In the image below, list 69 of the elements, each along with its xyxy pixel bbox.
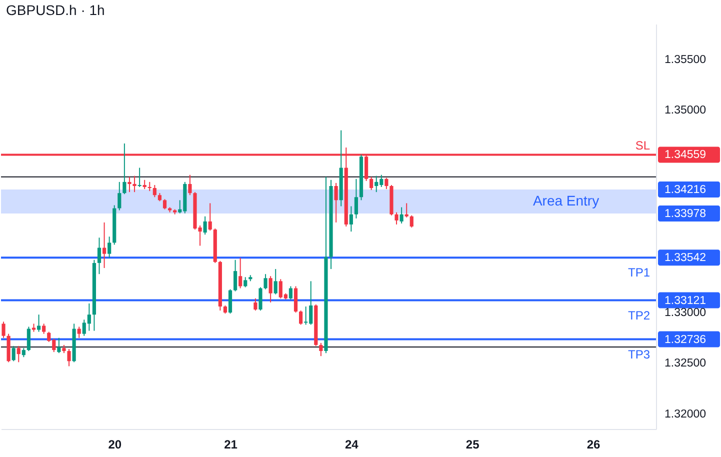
y-tick-label: 1.33978 [664, 208, 706, 220]
candlestick [26, 326, 31, 352]
y-tick-label: 1.32500 [664, 358, 706, 370]
candlestick [16, 345, 20, 363]
candlestick [244, 276, 248, 288]
candlestick [274, 268, 278, 295]
x-tick-label: 20 [108, 438, 122, 452]
candlestick [12, 345, 16, 362]
y-tick-label: 1.34216 [664, 184, 706, 196]
band-label: Area Entry [532, 192, 600, 208]
candlestick [298, 310, 303, 326]
x-tick-label: 26 [586, 438, 601, 452]
y-tick-label: 1.32736 [664, 334, 706, 346]
candlestick [22, 348, 26, 358]
candlestick [334, 182, 338, 223]
candlestick [238, 257, 242, 289]
candlestick [128, 176, 132, 193]
ref-line-label: SL [635, 138, 650, 153]
candlestick [354, 178, 358, 219]
candlestick [384, 177, 388, 190]
candlestick [36, 314, 41, 332]
candlestick [264, 274, 268, 290]
candlestick [132, 175, 136, 193]
ref-line-label: TP2 [628, 308, 650, 322]
candlestick [152, 184, 156, 198]
candlestick [138, 167, 142, 188]
candlestick [122, 142, 126, 195]
x-tick-label: 21 [224, 438, 238, 452]
candlestick [67, 348, 71, 367]
candlestick [57, 337, 61, 354]
candlestick [142, 179, 146, 190]
x-tick-label: 25 [466, 438, 480, 452]
candlestick [162, 198, 167, 210]
candlestick [188, 174, 192, 196]
candlestick [228, 288, 232, 314]
candlestick [268, 276, 272, 303]
candlestick [349, 206, 353, 232]
y-tick-label: 1.35000 [664, 104, 706, 117]
candlestick [77, 326, 81, 338]
y-tick-label: 1.33542 [664, 252, 706, 264]
candlestick [319, 342, 323, 357]
candlestick [294, 286, 298, 314]
candlestick [254, 298, 258, 312]
y-tick-label: 1.33000 [664, 307, 706, 320]
ref-line-label: TP3 [628, 347, 650, 362]
candlestick [2, 321, 6, 338]
candlestick [208, 202, 212, 232]
candlestick [233, 259, 238, 292]
y-tick-label: 1.35500 [664, 54, 706, 66]
candlestick [108, 236, 112, 258]
candlestick [42, 323, 46, 334]
candlestick [148, 181, 152, 192]
candlestick [404, 202, 408, 218]
candlestick [394, 212, 398, 225]
candlestick [410, 214, 414, 228]
ref-line-label: TP1 [628, 266, 650, 280]
y-tick-label: 1.33121 [664, 294, 706, 307]
candlestick [370, 176, 374, 191]
chart-title: GBPUSD.h · 1h [6, 2, 105, 18]
candlestick [258, 286, 262, 312]
candlestick [400, 206, 404, 224]
y-tick-label: 1.32000 [664, 408, 706, 420]
x-tick-label: 24 [344, 438, 359, 452]
candlestick [288, 286, 293, 300]
candlestick [102, 222, 106, 269]
y-tick-label: 1.34559 [664, 149, 706, 162]
candlestick [203, 216, 207, 236]
candlestick [97, 237, 102, 275]
candlestick [118, 181, 122, 211]
